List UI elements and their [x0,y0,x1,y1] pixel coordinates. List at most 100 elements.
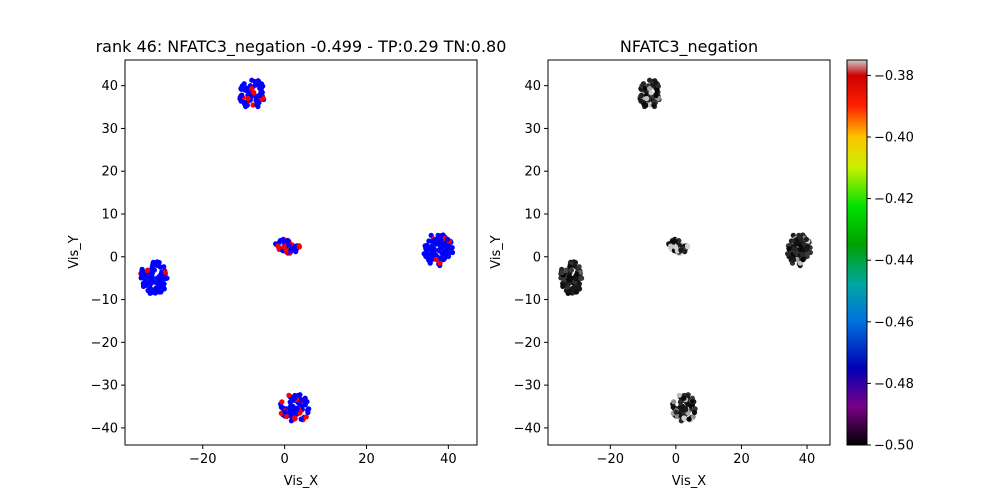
right-point-cluster-4 [673,409,679,415]
left-point-cluster-0 [244,85,250,91]
left-point-cluster-3 [432,241,438,247]
left-point-cluster-2 [275,243,281,249]
left-point-cluster-1 [142,277,148,283]
right-y-axis: −40 −30 −20 −10 0 10 20 30 40 [514,79,548,436]
left-point-cluster-1 [151,267,157,273]
left-point-cluster-1 [157,289,163,295]
right-point-cluster-3 [786,246,792,252]
right-point-cluster-0 [655,83,661,89]
right-y-tick-label: 30 [524,122,541,137]
colorbar-tick-label: −0.40 [874,131,914,146]
left-chart-title: rank 46: NFATC3_negation -0.499 - TP:0.2… [96,37,507,57]
right-point-cluster-0 [651,102,657,108]
right-point-cluster-4 [691,409,698,416]
colorbar-gradient [846,59,868,446]
left-point-cluster-1 [140,270,146,276]
left-scatter-points [138,77,456,424]
left-point-cluster-4 [286,392,292,398]
left-point-cluster-1 [161,286,167,292]
left-point-cluster-0 [245,95,251,102]
right-y-tick-label: 40 [524,79,541,94]
colorbar-tick-label: −0.38 [874,69,914,84]
left-panel: rank 46: NFATC3_negation -0.499 - TP:0.2… [67,37,506,489]
left-point-cluster-3 [437,235,443,241]
right-point-cluster-0 [648,90,654,96]
right-point-cluster-1 [573,276,579,282]
right-chart-title: NFATC3_negation [620,37,758,57]
right-point-cluster-3 [800,257,806,263]
right-scatter-points [558,77,814,424]
right-point-cluster-1 [566,273,573,279]
right-point-cluster-2 [672,238,678,244]
right-point-cluster-2 [678,247,684,253]
right-point-cluster-1 [569,286,576,292]
colorbar-tick-label: −0.46 [874,315,914,330]
right-y-tick-label: 0 [533,250,541,265]
right-point-cluster-3 [798,235,804,241]
left-point-cluster-3 [441,241,447,248]
left-point-cluster-4 [302,398,308,404]
left-y-tick-label: −20 [91,336,118,351]
left-plot-frame [124,59,478,446]
left-point-cluster-0 [258,87,264,93]
right-point-cluster-3 [803,236,810,242]
right-point-cluster-1 [561,277,568,283]
left-point-cluster-0 [250,102,256,108]
left-x-tick-label: −20 [189,452,216,467]
left-point-cluster-0 [254,102,260,108]
right-point-cluster-0 [638,93,644,99]
left-point-cluster-4 [279,399,285,405]
right-point-cluster-1 [563,267,569,274]
left-point-cluster-3 [445,236,451,242]
right-y-tick-label: −20 [514,336,541,351]
left-point-cluster-0 [249,77,255,83]
left-y-tick-label: −40 [91,421,118,436]
left-point-cluster-4 [287,399,293,405]
left-point-cluster-3 [444,246,450,252]
right-point-cluster-4 [680,406,686,412]
right-point-cluster-4 [676,392,682,398]
right-point-cluster-4 [671,399,677,405]
left-point-cluster-0 [256,80,262,86]
left-y-tick-label: 0 [110,250,118,265]
left-point-cluster-3 [440,257,447,263]
left-point-cluster-3 [446,250,452,256]
right-point-cluster-0 [647,86,653,92]
left-point-cluster-1 [162,269,168,275]
colorbar: −0.38 −0.40 −0.42 −0.44 −0.46 −0.48 −0.50 [846,59,914,454]
left-y-tick-label: −10 [91,293,118,308]
left-point-cluster-1 [147,285,153,291]
left-point-cluster-0 [242,101,248,107]
right-point-cluster-4 [677,399,684,405]
left-x-tick-label: 0 [280,452,288,467]
right-point-cluster-0 [641,101,647,107]
right-plot-frame [547,59,831,446]
right-point-cluster-0 [653,91,659,98]
right-point-cluster-3 [788,255,794,261]
right-point-cluster-0 [644,95,650,102]
left-x-tick-label: 40 [440,452,457,467]
colorbar-tick-label: −0.44 [874,254,914,269]
left-point-cluster-1 [157,276,163,282]
left-point-cluster-3 [433,237,439,243]
right-point-cluster-3 [797,260,803,266]
right-panel: NFATC3_negation −20 0 20 40 −40 −30 −20 −10 0 10… [489,37,831,489]
left-point-cluster-2 [296,243,302,249]
left-point-cluster-1 [157,283,163,289]
colorbar-tick-label: −0.50 [874,439,914,454]
left-point-cluster-4 [305,409,311,416]
left-point-cluster-3 [438,244,444,251]
left-point-cluster-1 [148,289,154,295]
left-point-cluster-3 [423,246,429,252]
right-point-cluster-3 [798,244,804,251]
right-point-cluster-2 [684,243,691,249]
left-point-cluster-2 [288,247,294,253]
right-point-cluster-0 [654,87,660,93]
right-point-cluster-0 [640,81,647,87]
left-point-cluster-0 [260,83,266,89]
right-point-cluster-4 [670,404,676,410]
left-point-cluster-3 [437,260,443,266]
left-y-axis-label: Vis_Y [67,235,82,268]
left-point-cluster-0 [241,81,247,87]
left-point-cluster-0 [257,91,263,98]
